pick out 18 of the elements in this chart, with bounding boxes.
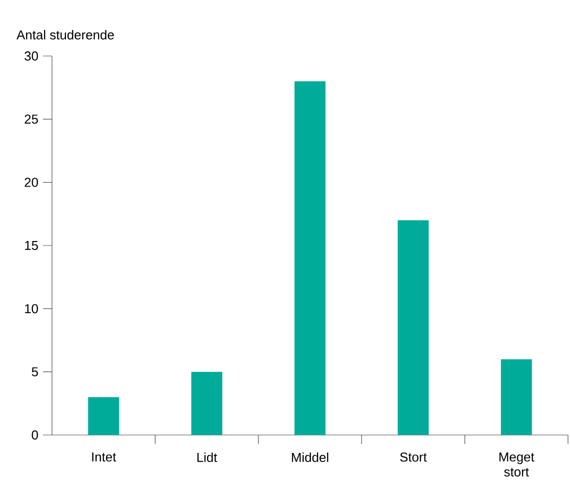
- y-tick-label: 0: [32, 430, 38, 440]
- x-tick-label: Intet: [92, 452, 116, 462]
- bar: [398, 220, 429, 435]
- x-tick-label: Lidt: [197, 452, 218, 462]
- y-tick-label: 30: [24, 51, 38, 61]
- bar: [191, 372, 222, 435]
- y-tick-label: 15: [25, 240, 38, 250]
- bar: [294, 81, 326, 435]
- y-tick-label: 20: [24, 178, 38, 187]
- y-axis-title: Antal studerende: [16, 30, 114, 40]
- bar: [500, 359, 532, 435]
- y-tick-label: 25: [24, 114, 38, 124]
- x-tick-label: Middel: [292, 452, 328, 462]
- x-tick-label: Meget stort: [499, 452, 534, 476]
- y-tick-label: 10: [25, 304, 38, 314]
- bar: [88, 397, 120, 435]
- x-tick-label: Stort: [400, 452, 427, 462]
- y-tick-label: 5: [32, 367, 38, 376]
